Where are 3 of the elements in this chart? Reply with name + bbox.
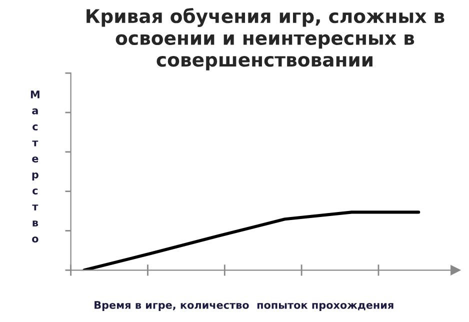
- text: Мастерство: [30, 90, 40, 243]
- x-axis-title: Время в игре, количество попыток прохождения: [94, 301, 394, 311]
- chart-title: Кривая обучения игр, сложных в освоении и неинтересных в совершенствовании: [86, 8, 444, 70]
